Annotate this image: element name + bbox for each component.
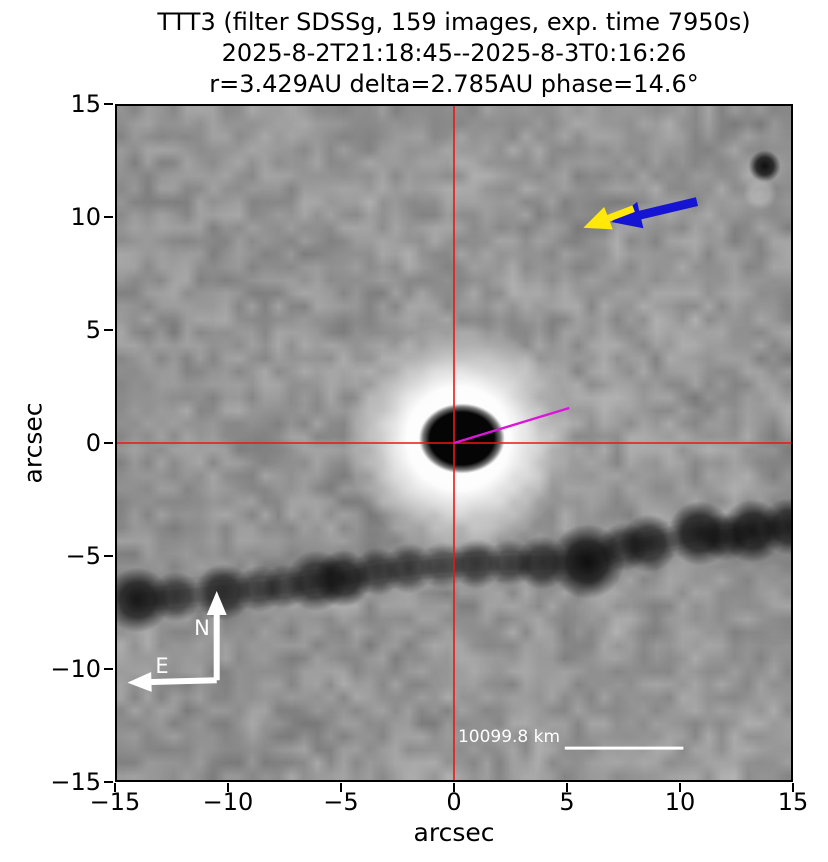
y-tick-label: −5 (65, 542, 101, 570)
blue-arrow (611, 197, 698, 229)
plot-border (115, 104, 793, 782)
compass-icon (127, 591, 227, 692)
y-tick (104, 103, 113, 105)
y-tick-label: 15 (70, 90, 101, 118)
y-tick (104, 555, 113, 557)
scale-bar-label: 10099.8 km (457, 727, 561, 747)
title-line-1: TTT3 (filter SDSSg, 159 images, exp. tim… (157, 8, 751, 36)
y-tick (104, 216, 113, 218)
x-tick (792, 783, 794, 792)
y-axis-label: arcsec (18, 402, 48, 484)
x-tick (566, 783, 568, 792)
x-tick (227, 783, 229, 792)
y-tick (104, 329, 113, 331)
x-tick-label: −10 (202, 788, 254, 816)
x-tick (340, 783, 342, 792)
y-tick-label: 5 (85, 316, 101, 344)
axes-spine (115, 104, 793, 782)
x-tick-label: 10 (664, 788, 696, 816)
y-tick-label: −10 (50, 655, 101, 683)
north-arrow-icon (206, 591, 227, 681)
x-tick-label: 0 (446, 788, 462, 816)
figure-title: TTT3 (filter SDSSg, 159 images, exp. tim… (115, 7, 793, 100)
x-tick (453, 783, 455, 792)
y-tick (104, 668, 113, 670)
compass-north-label: N (194, 616, 210, 640)
east-arrow-icon (127, 672, 217, 692)
x-tick-label: 15 (777, 788, 809, 816)
compass-east-label: E (155, 654, 169, 678)
annotation-arrows (583, 197, 698, 230)
jet-direction-line (453, 406, 570, 445)
x-tick (679, 783, 681, 792)
y-tick-label: −15 (50, 768, 101, 796)
x-tick (114, 783, 116, 792)
y-tick-label: 10 (70, 203, 101, 231)
title-line-3: r=3.429AU delta=2.785AU phase=14.6° (209, 70, 699, 98)
plot-area: N E 10099.8 km (115, 104, 793, 782)
x-axis-label: arcsec (413, 818, 495, 847)
yellow-arrow (583, 205, 635, 230)
annotations-overlay (115, 104, 793, 782)
y-tick (104, 781, 113, 783)
x-tick-label: −15 (89, 788, 141, 816)
y-tick (104, 442, 113, 444)
y-tick-label: 0 (85, 429, 101, 457)
jet-line (453, 406, 570, 445)
x-tick-label: −5 (323, 788, 359, 816)
title-line-2: 2025-8-2T21:18:45--2025-8-3T0:16:26 (221, 39, 687, 67)
x-tick-label: 5 (559, 788, 575, 816)
